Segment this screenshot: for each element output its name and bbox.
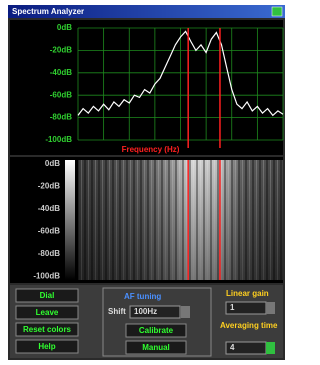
control-button-label: Reset colors [23, 325, 72, 334]
shift-value: 100Hz [134, 307, 157, 316]
averaging-label: Averaging time [220, 321, 278, 330]
waterfall-label: 0dB [45, 159, 60, 168]
waterfall-label: -80dB [38, 249, 60, 258]
y-tick-label: -100dB [45, 135, 72, 144]
shift-label: Shift [108, 307, 126, 316]
waterfall-label: -60dB [38, 227, 60, 236]
y-tick-label: -20dB [50, 46, 72, 55]
af-title: AF tuning [124, 292, 161, 301]
averaging-spinner[interactable] [266, 342, 275, 354]
af-button-label: Calibrate [139, 326, 174, 335]
app-window: Spectrum Analyzer AF tuning Shift 100Hz … [0, 0, 290, 365]
x-axis-label: Frequency (Hz) [122, 145, 180, 154]
linear-gain-label: Linear gain [226, 289, 269, 298]
shift-spinner[interactable] [181, 306, 190, 318]
linear-gain-spinner[interactable] [266, 302, 275, 314]
y-tick-label: -80dB [50, 113, 72, 122]
waterfall-fade [78, 160, 283, 280]
window-title: Spectrum Analyzer [12, 7, 84, 16]
waterfall-label: -40dB [38, 204, 60, 213]
control-button-label: Dial [40, 291, 55, 300]
y-tick-label: -60dB [50, 90, 72, 99]
control-button-label: Leave [36, 308, 59, 317]
y-tick-label: 0dB [57, 23, 72, 32]
close-button[interactable] [272, 7, 282, 16]
y-tick-label: -40dB [50, 68, 72, 77]
linear-gain-value: 1 [230, 303, 235, 312]
control-button-label: Help [38, 342, 55, 351]
waterfall-label: -20dB [38, 182, 60, 191]
waterfall-scale [65, 160, 75, 280]
averaging-value: 4 [230, 343, 235, 352]
af-button-label: Manual [142, 343, 170, 352]
waterfall-label: -100dB [33, 272, 60, 281]
page: Spectrum Analyzer AF tuning Shift 100Hz … [0, 0, 290, 365]
